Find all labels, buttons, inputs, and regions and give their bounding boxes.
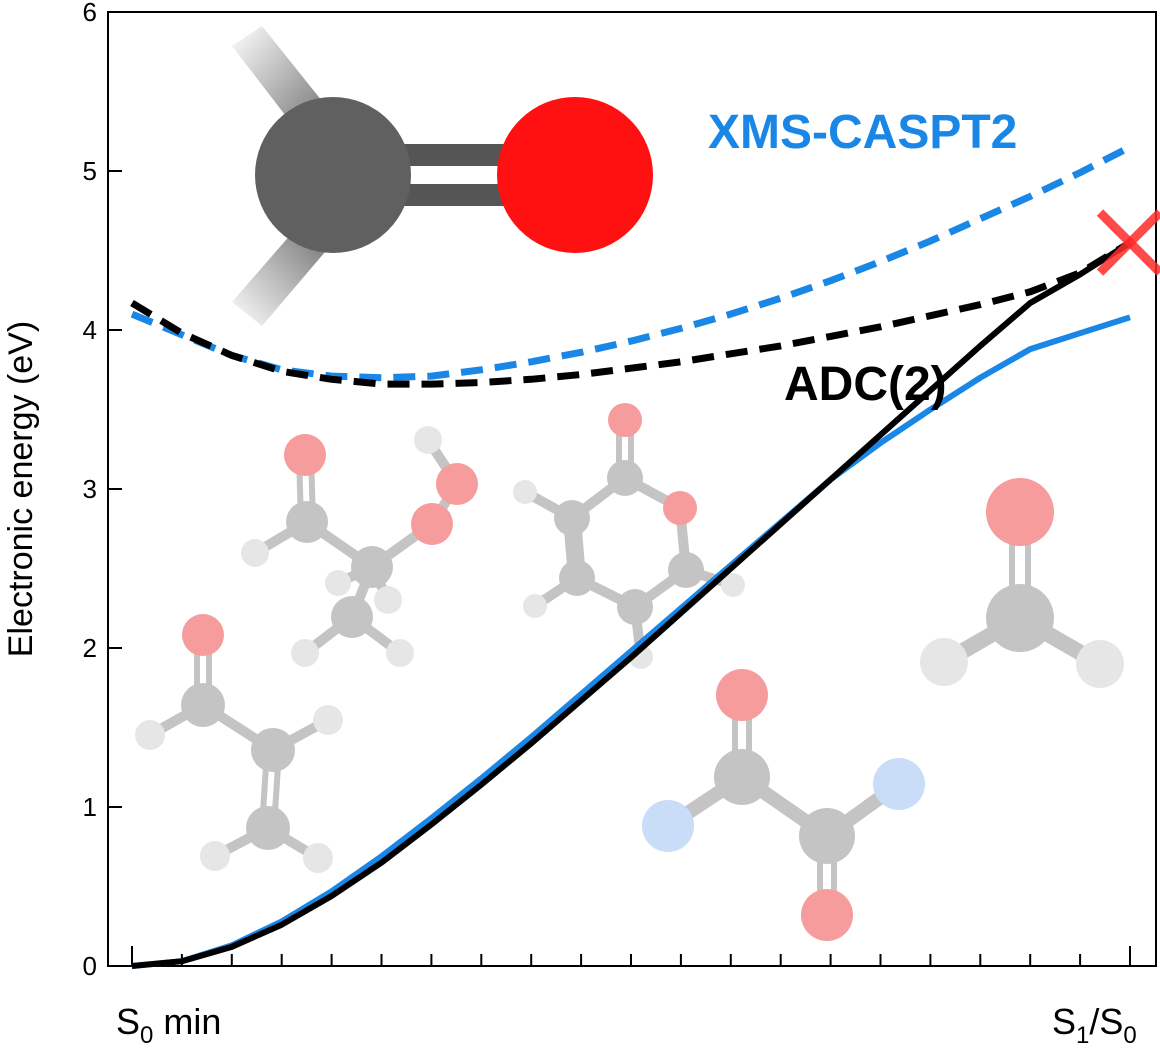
background-molecules bbox=[135, 403, 1124, 941]
hydrogen-atom bbox=[200, 841, 230, 871]
formaldehyde-model bbox=[232, 26, 653, 326]
x-end-a-sub: 1 bbox=[1076, 1022, 1089, 1049]
x-axis bbox=[131, 946, 1131, 966]
oxygen-atom bbox=[608, 403, 642, 437]
hydrogen-atom bbox=[303, 843, 333, 873]
hydrogen-atom bbox=[920, 638, 968, 686]
hydrogen-atom bbox=[513, 480, 537, 504]
xms-caspt2-ground-state-line bbox=[131, 314, 1131, 969]
hydrogen-atom bbox=[313, 705, 343, 735]
carbon-atom bbox=[799, 808, 855, 864]
x-start-rest: min bbox=[153, 1001, 221, 1042]
carbon-atom bbox=[286, 501, 328, 543]
carbon-atom bbox=[181, 683, 225, 727]
y-tick-label: 3 bbox=[83, 474, 97, 504]
hydrogen-atom bbox=[374, 586, 402, 614]
hydrogen-atom bbox=[291, 639, 319, 667]
oxygen-atom bbox=[986, 478, 1054, 546]
y-axis: 0 1 2 3 4 5 6 bbox=[83, 0, 122, 981]
carbon-atom bbox=[714, 749, 770, 805]
hydrogen-atom bbox=[386, 639, 414, 667]
x-end-a: S bbox=[1052, 1001, 1076, 1042]
hydrogen-atom bbox=[241, 539, 269, 567]
carbon-atom bbox=[331, 596, 373, 638]
crossing-stroke-2 bbox=[1096, 209, 1160, 276]
x-start-label: S0 min bbox=[116, 1001, 221, 1049]
carbon-atom bbox=[986, 584, 1054, 652]
carbon-atom bbox=[607, 460, 643, 496]
x-end-label: S1/S0 bbox=[1052, 1001, 1137, 1049]
adc2-ground-state-line bbox=[131, 240, 1132, 969]
oxygen-atom bbox=[497, 97, 653, 253]
oxygen-atom bbox=[663, 491, 697, 525]
nitrogen-atom bbox=[642, 800, 694, 852]
nitrogen-atom bbox=[873, 758, 925, 810]
oxygen-atom bbox=[716, 669, 768, 721]
x-end-b-sub: 0 bbox=[1123, 1022, 1136, 1049]
adc2-excited-state-line bbox=[130, 239, 1132, 388]
adc-annotation: ADC(2) bbox=[784, 358, 947, 411]
y-tick-label: 1 bbox=[83, 792, 97, 822]
hydrogen-atom bbox=[414, 426, 442, 454]
oxygen-atom bbox=[284, 434, 326, 476]
hydrogen-atom bbox=[1076, 640, 1124, 688]
carbon-atom bbox=[617, 589, 653, 625]
carbon-atom bbox=[554, 500, 590, 536]
y-tick-label: 6 bbox=[83, 0, 97, 27]
x-end-sep: / bbox=[1089, 1001, 1099, 1042]
hydrogen-atom bbox=[325, 570, 351, 596]
hydrogen-atom bbox=[721, 573, 745, 597]
x-start-sub: 0 bbox=[140, 1022, 153, 1049]
carbon-atom bbox=[246, 806, 290, 850]
y-tick-label: 5 bbox=[83, 156, 97, 186]
y-tick-label: 4 bbox=[83, 315, 97, 345]
hydrogen-atom bbox=[523, 594, 547, 618]
x-end-b: S bbox=[1099, 1001, 1123, 1042]
y-axis-title: Electronic energy (eV) bbox=[2, 321, 40, 657]
carbon-atom bbox=[255, 97, 411, 253]
xms-annotation: XMS-CASPT2 bbox=[708, 106, 1017, 159]
carbon-atom bbox=[251, 728, 295, 772]
oxygen-atom bbox=[411, 503, 453, 545]
carbon-atom bbox=[668, 552, 704, 588]
oxygen-atom bbox=[801, 889, 853, 941]
crossing-marker bbox=[1096, 209, 1160, 276]
carbon-atom bbox=[559, 560, 595, 596]
x-start-main: S bbox=[116, 1001, 140, 1042]
plot-curves bbox=[130, 143, 1132, 969]
hydrogen-atom bbox=[135, 720, 165, 750]
oxygen-atom bbox=[436, 463, 478, 505]
carbon-atom bbox=[351, 546, 393, 588]
oxygen-atom bbox=[182, 614, 224, 656]
y-tick-label: 0 bbox=[83, 951, 97, 981]
y-tick-label: 2 bbox=[83, 633, 97, 663]
